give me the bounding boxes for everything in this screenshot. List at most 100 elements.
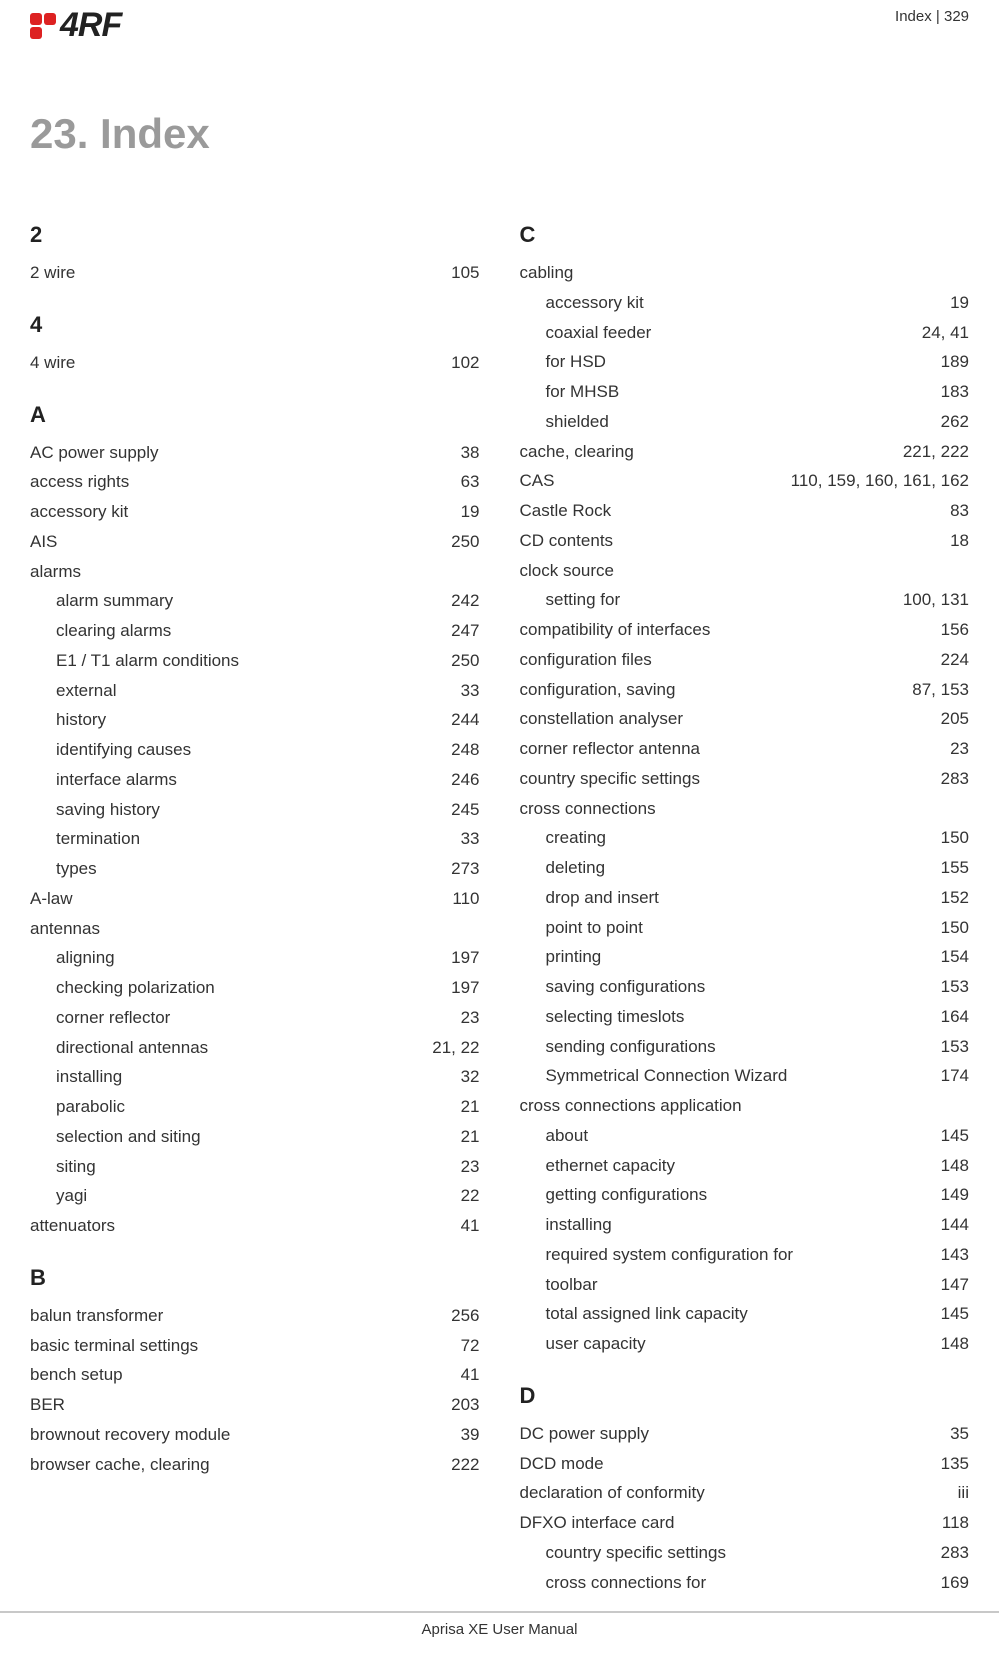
index-entry: CAS110, 159, 160, 161, 162	[520, 466, 970, 496]
index-pages: 283	[931, 1538, 969, 1568]
index-entry: declaration of conformityiii	[520, 1478, 970, 1508]
index-term: about	[546, 1121, 931, 1151]
index-term: country specific settings	[546, 1538, 931, 1568]
index-term: point to point	[546, 913, 931, 943]
index-entry: brownout recovery module39	[30, 1420, 480, 1450]
index-entry: access rights63	[30, 467, 480, 497]
index-term: parabolic	[56, 1092, 451, 1122]
index-term: 2 wire	[30, 258, 441, 288]
index-term: total assigned link capacity	[546, 1299, 931, 1329]
index-term: selection and siting	[56, 1122, 451, 1152]
index-pages	[470, 914, 480, 944]
index-subentry: total assigned link capacity145	[520, 1299, 970, 1329]
index-term: CD contents	[520, 526, 941, 556]
index-pages: 83	[940, 496, 969, 526]
index-term: clearing alarms	[56, 616, 441, 646]
index-pages: 246	[441, 765, 479, 795]
index-section-letter: 4	[30, 312, 480, 338]
index-pages: 22	[451, 1181, 480, 1211]
index-pages: 32	[451, 1062, 480, 1092]
index-subentry: interface alarms246	[30, 765, 480, 795]
index-entry: DCD mode135	[520, 1449, 970, 1479]
index-subentry: checking polarization197	[30, 973, 480, 1003]
index-term: corner reflector	[56, 1003, 451, 1033]
index-term: selecting timeslots	[546, 1002, 931, 1032]
index-pages: 118	[932, 1508, 969, 1538]
index-term: country specific settings	[520, 764, 931, 794]
index-term: compatibility of interfaces	[520, 615, 931, 645]
index-term: required system configuration for	[546, 1240, 931, 1270]
index-subentry: installing32	[30, 1062, 480, 1092]
index-subentry: history244	[30, 705, 480, 735]
index-entry: configuration, saving87, 153	[520, 675, 970, 705]
index-pages: 273	[441, 854, 479, 884]
page: 4RF Index | 329 23. Index 22 wire10544 w…	[0, 0, 999, 1656]
index-pages: 147	[931, 1270, 969, 1300]
index-term: deleting	[546, 853, 931, 883]
index-pages: 150	[931, 913, 969, 943]
index-pages: 247	[441, 616, 479, 646]
index-column-left: 22 wire10544 wire102AAC power supply38ac…	[30, 198, 480, 1597]
index-term: saving history	[56, 795, 441, 825]
index-term: 4 wire	[30, 348, 441, 378]
brand-logo-mark	[30, 13, 56, 39]
index-term: basic terminal settings	[30, 1331, 451, 1361]
index-pages: 154	[931, 942, 969, 972]
index-subentry: setting for100, 131	[520, 585, 970, 615]
index-term: aligning	[56, 943, 441, 973]
index-term: user capacity	[546, 1329, 931, 1359]
index-pages	[959, 1091, 969, 1121]
index-subentry: printing154	[520, 942, 970, 972]
index-subentry: identifying causes248	[30, 735, 480, 765]
index-entry: AIS250	[30, 527, 480, 557]
index-term: E1 / T1 alarm conditions	[56, 646, 441, 676]
index-entry: compatibility of interfaces156	[520, 615, 970, 645]
index-pages: 145	[931, 1299, 969, 1329]
index-subentry: point to point150	[520, 913, 970, 943]
index-section-letter: D	[520, 1383, 970, 1409]
index-subentry: yagi22	[30, 1181, 480, 1211]
index-term: cross connections application	[520, 1091, 960, 1121]
page-footer: Aprisa XE User Manual	[0, 1611, 999, 1638]
index-subentry: E1 / T1 alarm conditions250	[30, 646, 480, 676]
index-pages: 87, 153	[902, 675, 969, 705]
index-entry: country specific settings283	[520, 764, 970, 794]
index-pages: 148	[931, 1329, 969, 1359]
index-pages: 169	[931, 1568, 969, 1598]
index-subentry: external33	[30, 676, 480, 706]
index-term: installing	[546, 1210, 931, 1240]
index-section-letter: B	[30, 1265, 480, 1291]
index-column-right: Ccablingaccessory kit19coaxial feeder24,…	[520, 198, 970, 1597]
index-entry: bench setup41	[30, 1360, 480, 1390]
index-term: for HSD	[546, 347, 931, 377]
index-term: siting	[56, 1152, 451, 1182]
index-subentry: accessory kit19	[520, 288, 970, 318]
index-entry: alarms	[30, 557, 480, 587]
index-pages: 41	[451, 1360, 480, 1390]
index-subentry: sending configurations153	[520, 1032, 970, 1062]
index-term: cabling	[520, 258, 960, 288]
index-term: getting configurations	[546, 1180, 931, 1210]
footer-text: Aprisa XE User Manual	[0, 1621, 999, 1638]
index-entry: AC power supply38	[30, 438, 480, 468]
index-term: antennas	[30, 914, 470, 944]
index-pages: 135	[931, 1449, 969, 1479]
brand-logo: 4RF	[30, 6, 121, 45]
index-pages: 189	[931, 347, 969, 377]
index-subentry: parabolic21	[30, 1092, 480, 1122]
index-subentry: saving configurations153	[520, 972, 970, 1002]
index-term: corner reflector antenna	[520, 734, 941, 764]
index-section-letter: 2	[30, 222, 480, 248]
index-pages: 100, 131	[893, 585, 969, 615]
index-term: setting for	[546, 585, 893, 615]
index-term: sending configurations	[546, 1032, 931, 1062]
index-pages: 245	[441, 795, 479, 825]
index-subentry: alarm summary242	[30, 586, 480, 616]
index-pages: 244	[441, 705, 479, 735]
index-pages: 145	[931, 1121, 969, 1151]
index-pages	[959, 794, 969, 824]
index-pages: 63	[451, 467, 480, 497]
index-pages: 224	[931, 645, 969, 675]
index-section-letter: A	[30, 402, 480, 428]
index-pages: iii	[948, 1478, 969, 1508]
